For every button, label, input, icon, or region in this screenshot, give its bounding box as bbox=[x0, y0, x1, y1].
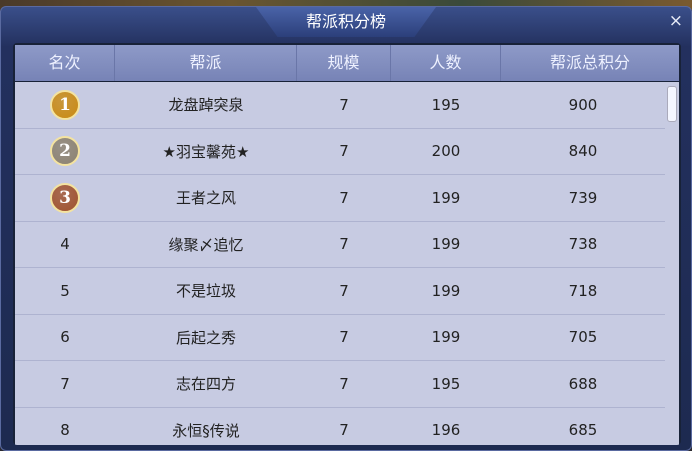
cell-members: 196 bbox=[431, 421, 461, 440]
cell-guild-name: 王者之风 bbox=[175, 189, 236, 208]
cell-members: 199 bbox=[431, 235, 461, 254]
cell-size: 7 bbox=[339, 421, 349, 440]
cell-score: 718 bbox=[568, 281, 598, 300]
cell-rank: 1 bbox=[15, 89, 115, 120]
table-header: 名次 帮派 规模 人数 帮派总积分 bbox=[15, 45, 679, 81]
cell-score: 685 bbox=[568, 421, 598, 440]
table-row[interactable]: 1 龙盘踔突泉 7 195 900 bbox=[15, 82, 665, 129]
cell-rank: 4 bbox=[15, 235, 115, 253]
cell-size: 7 bbox=[339, 95, 349, 114]
header-members[interactable]: 人数 bbox=[391, 45, 501, 81]
scrollbar-thumb[interactable] bbox=[667, 86, 677, 122]
cell-score: 688 bbox=[568, 374, 598, 393]
cell-size: 7 bbox=[339, 328, 349, 347]
cell-rank: 7 bbox=[15, 375, 115, 393]
cell-rank: 2 bbox=[15, 136, 115, 167]
cell-members: 200 bbox=[431, 142, 461, 161]
cell-guild-name: 永恒§传说 bbox=[172, 421, 240, 440]
guild-ranking-window: 帮派积分榜 × 名次 帮派 规模 人数 帮派总积分 1 龙盘踔突泉 7 195 … bbox=[0, 6, 692, 451]
cell-guild-name: ★羽宝馨苑★ bbox=[162, 142, 250, 161]
scrollbar[interactable] bbox=[665, 82, 679, 445]
cell-size: 7 bbox=[339, 374, 349, 393]
cell-size: 7 bbox=[339, 235, 349, 254]
game-background bbox=[0, 0, 692, 10]
table-body: 1 龙盘踔突泉 7 195 900 2 ★羽宝馨苑★ 7 200 840 3 王者之… bbox=[15, 82, 665, 445]
rank-number: 5 bbox=[60, 281, 70, 300]
cell-guild-name: 缘聚〆追忆 bbox=[168, 235, 244, 254]
cell-members: 199 bbox=[431, 328, 461, 347]
title-tab bbox=[256, 7, 436, 37]
header-size[interactable]: 规模 bbox=[297, 45, 391, 81]
cell-rank: 8 bbox=[15, 421, 115, 439]
cell-score: 900 bbox=[568, 95, 598, 114]
rank-medal-icon: 1 bbox=[50, 89, 80, 120]
table-row[interactable]: 2 ★羽宝馨苑★ 7 200 840 bbox=[15, 128, 665, 175]
cell-members: 195 bbox=[431, 374, 461, 393]
rank-number: 6 bbox=[60, 328, 70, 347]
cell-size: 7 bbox=[339, 281, 349, 300]
cell-score: 840 bbox=[568, 142, 598, 161]
cell-size: 7 bbox=[339, 188, 349, 207]
table-row[interactable]: 8 永恒§传说 7 196 685 bbox=[15, 407, 665, 445]
cell-guild-name: 后起之秀 bbox=[175, 328, 236, 347]
cell-guild-name: 龙盘踔突泉 bbox=[168, 96, 244, 115]
cell-rank: 3 bbox=[15, 182, 115, 213]
close-button[interactable]: × bbox=[668, 11, 683, 31]
cell-score: 739 bbox=[568, 188, 598, 207]
cell-score: 738 bbox=[568, 235, 598, 254]
cell-members: 199 bbox=[431, 188, 461, 207]
window-title: 帮派积分榜 bbox=[305, 12, 386, 31]
cell-size: 7 bbox=[339, 142, 349, 161]
rank-number: 8 bbox=[60, 421, 70, 440]
table-row[interactable]: 7 志在四方 7 195 688 bbox=[15, 361, 665, 408]
cell-members: 195 bbox=[431, 95, 461, 114]
rank-medal-icon: 2 bbox=[50, 136, 80, 167]
cell-score: 705 bbox=[568, 328, 598, 347]
table-row[interactable]: 4 缘聚〆追忆 7 199 738 bbox=[15, 221, 665, 268]
rank-medal-icon: 3 bbox=[50, 182, 80, 213]
rank-number: 7 bbox=[60, 374, 70, 393]
cell-rank: 6 bbox=[15, 328, 115, 346]
rank-number: 4 bbox=[60, 235, 70, 254]
table-row[interactable]: 3 王者之风 7 199 739 bbox=[15, 175, 665, 222]
header-rank[interactable]: 名次 bbox=[15, 45, 115, 81]
cell-guild-name: 不是垃圾 bbox=[175, 282, 236, 301]
cell-members: 199 bbox=[431, 281, 461, 300]
header-guild[interactable]: 帮派 bbox=[115, 45, 297, 81]
table-row[interactable]: 5 不是垃圾 7 199 718 bbox=[15, 268, 665, 315]
ranking-table: 名次 帮派 规模 人数 帮派总积分 1 龙盘踔突泉 7 195 900 2 ★羽宝… bbox=[13, 43, 681, 445]
header-score[interactable]: 帮派总积分 bbox=[549, 53, 630, 72]
cell-guild-name: 志在四方 bbox=[175, 375, 236, 394]
cell-rank: 5 bbox=[15, 282, 115, 300]
table-row[interactable]: 6 后起之秀 7 199 705 bbox=[15, 314, 665, 361]
